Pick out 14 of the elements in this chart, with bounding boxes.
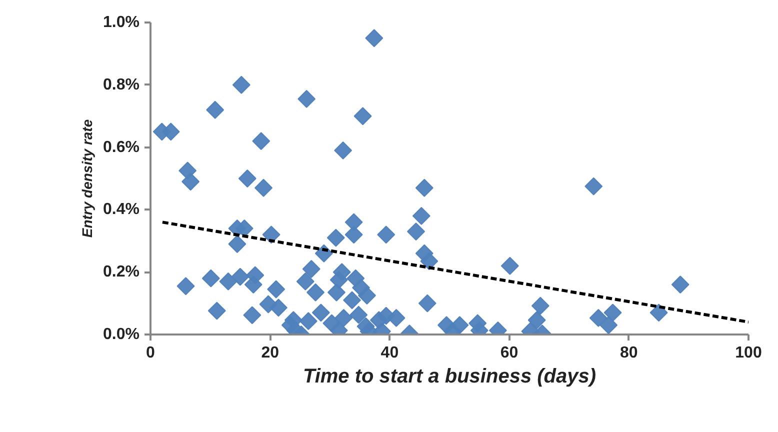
x-tick-label: 20 xyxy=(261,344,280,362)
y-tick-label: 1.0% xyxy=(103,14,140,31)
y-tick-label: 0.0% xyxy=(103,326,140,343)
x-tick-label: 60 xyxy=(500,344,518,362)
y-tick-label: 0.6% xyxy=(103,138,140,156)
x-tick-label: 80 xyxy=(620,344,638,362)
y-tick-label: 0.2% xyxy=(103,264,140,281)
x-tick-label: 0 xyxy=(146,344,156,362)
y-tick-label: 0.4% xyxy=(103,201,140,218)
x-tick-label: 100 xyxy=(735,344,762,362)
y-tick-label: 0.8% xyxy=(103,76,140,94)
x-axis-title: Time to start a business (days) xyxy=(302,366,596,388)
x-tick-label: 40 xyxy=(380,344,399,362)
y-axis-title: Entry density rate xyxy=(79,119,96,238)
